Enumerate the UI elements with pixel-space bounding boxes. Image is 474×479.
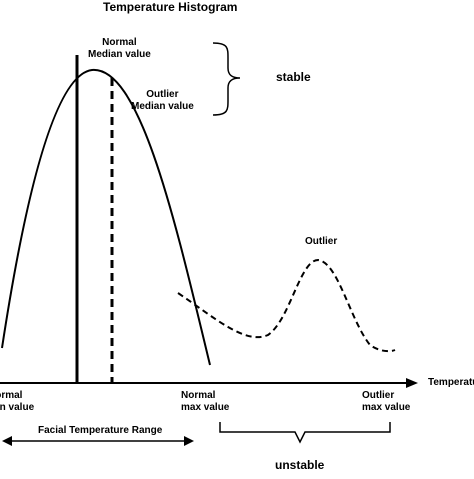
outlier-median-label: Outlier Median value <box>131 89 194 113</box>
normal-max-label-line2: max value <box>181 402 230 413</box>
facial-range-arrow-right-head <box>184 436 194 446</box>
normal-median-label: Normal Median value <box>88 37 151 61</box>
diagram-title: Temperature Histogram <box>103 0 238 14</box>
normal-min-label: Normal min value <box>0 390 34 414</box>
outlier-median-label-line2: Median value <box>131 101 194 112</box>
stable-brace <box>212 42 241 116</box>
outlier-max-label-line2: max value <box>362 402 411 413</box>
outlier-max-label: Outlier max value <box>362 390 410 414</box>
outlier-median-label-line1: Outlier <box>146 89 179 100</box>
outlier-peak-label: Outlier <box>305 236 338 247</box>
normal-median-label-line1: Normal <box>102 37 137 48</box>
outlier-max-label-line1: Outlier <box>362 390 395 401</box>
unstable-label: unstable <box>275 458 325 472</box>
outlier-distribution-curve <box>177 258 396 353</box>
unstable-bracket <box>219 422 391 444</box>
normal-min-label-line2: min value <box>0 402 35 413</box>
stable-label: stable <box>276 70 311 84</box>
x-axis-label: Temperature <box>428 377 474 388</box>
facial-range-arrow-left-head <box>2 436 12 446</box>
normal-distribution-curve <box>1 68 211 366</box>
normal-max-label-line1: Normal <box>181 390 216 401</box>
x-axis-arrowhead <box>406 378 418 388</box>
normal-median-label-line2: Median value <box>88 49 151 60</box>
normal-min-label-line1: Normal <box>0 390 23 401</box>
facial-range-label: Facial Temperature Range <box>38 425 163 436</box>
normal-max-label: Normal max value <box>181 390 229 414</box>
